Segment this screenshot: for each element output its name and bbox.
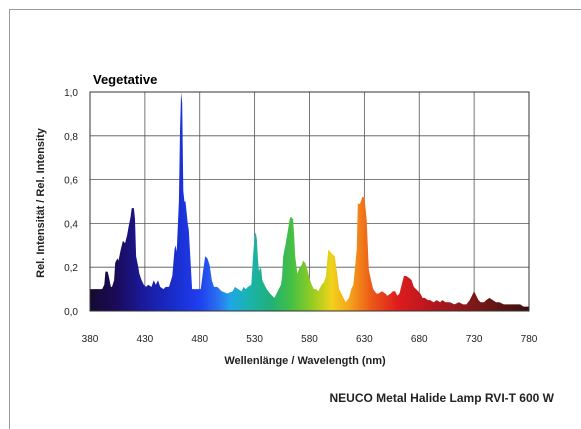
- y-axis-ticks: 0,0 0,2 0,4 0,6 0,8 1,0: [64, 88, 78, 318]
- spectrum-area: [90, 92, 529, 311]
- x-tick-label: 380: [82, 334, 99, 345]
- x-axis-title: Wellenlänge / Wavelength (nm): [224, 355, 386, 367]
- y-tick-label: 0,6: [64, 176, 78, 187]
- x-tick-label: 530: [246, 334, 263, 345]
- x-tick-label: 780: [521, 334, 538, 345]
- y-tick-label: 1,0: [64, 88, 78, 99]
- y-tick-label: 0,2: [64, 263, 78, 274]
- x-tick-label: 630: [356, 334, 373, 345]
- spectrum-chart: Vegetative 0,0 0,2 0,4 0,6 0,8 1,0 380 430 480 5…: [35, 72, 555, 405]
- x-axis-ticks: 380 430 480 530 580 630 680 730 780: [82, 334, 538, 345]
- chart-caption: NEUCO Metal Halide Lamp RVI-T 600 W: [330, 391, 555, 405]
- x-tick-label: 730: [466, 334, 483, 345]
- x-tick-label: 580: [301, 334, 318, 345]
- y-tick-label: 0,8: [64, 132, 78, 143]
- y-tick-label: 0,0: [64, 307, 78, 318]
- x-tick-label: 430: [137, 334, 154, 345]
- chart-title: Vegetative: [93, 72, 157, 87]
- plot-border: [89, 91, 530, 312]
- x-tick-label: 480: [191, 334, 208, 345]
- chart-frame: [9, 9, 581, 429]
- x-tick-label: 680: [411, 334, 428, 345]
- y-axis-title: Rel. Intensität / Rel. Intensity: [35, 127, 47, 278]
- y-tick-label: 0,4: [64, 219, 78, 230]
